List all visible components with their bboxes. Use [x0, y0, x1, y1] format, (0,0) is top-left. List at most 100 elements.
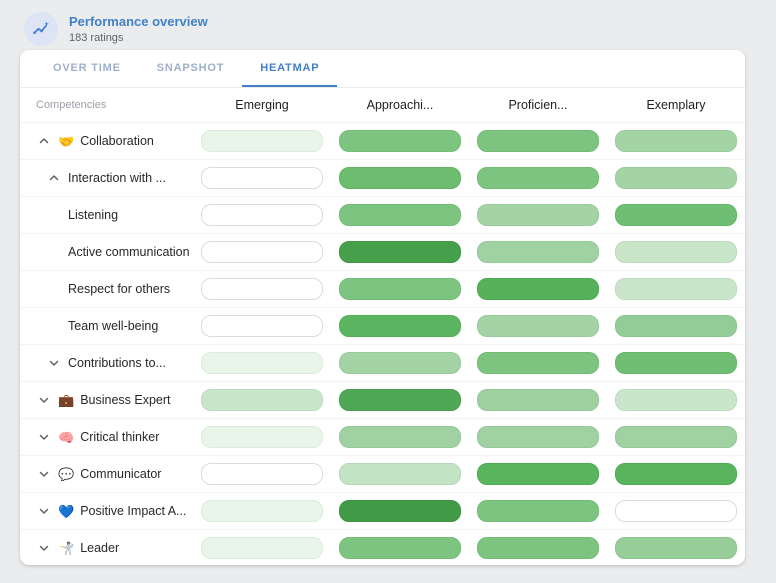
competencies-column-label: Competencies — [36, 99, 107, 111]
row-label-cell: Active communication — [20, 245, 193, 259]
heatmap-cell-wrap — [193, 241, 331, 263]
heatmap-cell[interactable] — [201, 315, 323, 337]
briefcase-emoji: 💼 — [58, 393, 75, 407]
competency-name: Interaction with ... — [68, 171, 166, 185]
heatmap-cell-wrap — [331, 500, 469, 522]
heatmap-cell[interactable] — [477, 167, 599, 189]
heatmap-cell-wrap — [607, 204, 745, 226]
heatmap-cell[interactable] — [477, 352, 599, 374]
heatmap-cell[interactable] — [201, 204, 323, 226]
chevron-down-icon[interactable] — [38, 542, 50, 554]
chevron-up-icon[interactable] — [48, 172, 60, 184]
heatmap-cell[interactable] — [477, 241, 599, 263]
heatmap-cell-wrap — [193, 463, 331, 485]
column-header-row: Competencies Emerging Approachi... Profici… — [20, 88, 745, 122]
heatmap-cell[interactable] — [615, 500, 737, 522]
heatmap-cell-wrap — [469, 389, 607, 411]
heatmap-cell-wrap — [607, 278, 745, 300]
heatmap-cell[interactable] — [201, 389, 323, 411]
heatmap-cell[interactable] — [477, 426, 599, 448]
heatmap-cell-wrap — [607, 500, 745, 522]
tabs: OVER TIME SNAPSHOT HEATMAP — [20, 50, 745, 88]
competency-name: Listening — [68, 208, 119, 222]
heatmap-cell[interactable] — [201, 463, 323, 485]
fencer-emoji: 🤺 — [58, 541, 75, 555]
heatmap-cell[interactable] — [339, 426, 461, 448]
heatmap-cell[interactable] — [339, 167, 461, 189]
heatmap-cell[interactable] — [339, 278, 461, 300]
heatmap-cell[interactable] — [615, 463, 737, 485]
heatmap-cell[interactable] — [339, 352, 461, 374]
chevron-up-icon[interactable] — [38, 135, 50, 147]
chevron-down-icon[interactable] — [38, 468, 50, 480]
page-title[interactable]: Performance overview — [69, 14, 208, 29]
heatmap-cell[interactable] — [339, 463, 461, 485]
heatmap-cell-wrap — [469, 426, 607, 448]
table-row: Listening — [20, 196, 745, 233]
table-row: Contributions to... — [20, 344, 745, 381]
row-label-cell: 🤝 Collaboration — [20, 134, 193, 148]
heatmap-cell-wrap — [607, 389, 745, 411]
heatmap-cell[interactable] — [339, 500, 461, 522]
heatmap-cell[interactable] — [477, 537, 599, 559]
heatmap-cell-wrap — [469, 278, 607, 300]
heatmap-cell[interactable] — [201, 278, 323, 300]
chevron-down-icon[interactable] — [38, 505, 50, 517]
heatmap-cell[interactable] — [201, 167, 323, 189]
heatmap-cell-wrap — [193, 389, 331, 411]
heatmap-cell[interactable] — [615, 241, 737, 263]
heatmap-cell[interactable] — [477, 204, 599, 226]
heatmap-cell-wrap — [469, 130, 607, 152]
heatmap-cell[interactable] — [339, 130, 461, 152]
heatmap-cell[interactable] — [477, 389, 599, 411]
table-row: 🤺 Leader — [20, 529, 745, 565]
heatmap-cell[interactable] — [339, 204, 461, 226]
heatmap-cell[interactable] — [339, 537, 461, 559]
heatmap-cell[interactable] — [477, 500, 599, 522]
competency-name: Critical thinker — [80, 430, 160, 444]
heatmap-cell[interactable] — [339, 389, 461, 411]
heatmap-cell-wrap — [469, 204, 607, 226]
heatmap-cell[interactable] — [201, 352, 323, 374]
heatmap-cell-wrap — [331, 537, 469, 559]
heatmap-cell[interactable] — [615, 167, 737, 189]
heatmap-cell[interactable] — [615, 278, 737, 300]
chevron-down-icon[interactable] — [48, 357, 60, 369]
heatmap-cell-wrap — [331, 389, 469, 411]
competency-name: Leader — [80, 541, 120, 555]
heatmap-cell[interactable] — [339, 315, 461, 337]
row-label-cell: Respect for others — [20, 282, 193, 296]
heatmap-cell[interactable] — [615, 537, 737, 559]
heatmap-cell[interactable] — [615, 389, 737, 411]
heatmap-cell[interactable] — [201, 426, 323, 448]
heatmap-cell[interactable] — [201, 241, 323, 263]
chevron-down-icon[interactable] — [38, 431, 50, 443]
heatmap-cell[interactable] — [477, 315, 599, 337]
tab-heatmap[interactable]: HEATMAP — [242, 50, 338, 87]
column-header: Exemplary — [646, 98, 706, 112]
heatmap-cell[interactable] — [477, 130, 599, 152]
heatmap-cell[interactable] — [615, 130, 737, 152]
heatmap-cell[interactable] — [477, 278, 599, 300]
heatmap-cell-wrap — [193, 426, 331, 448]
heatmap-cell[interactable] — [201, 500, 323, 522]
heatmap-cell[interactable] — [615, 352, 737, 374]
tab-snapshot[interactable]: SNAPSHOT — [156, 61, 225, 74]
heatmap-cell[interactable] — [615, 204, 737, 226]
competency-name: Respect for others — [68, 282, 171, 296]
competency-name: Positive Impact A... — [80, 504, 187, 518]
heatmap-cell[interactable] — [201, 537, 323, 559]
heatmap-cell[interactable] — [201, 130, 323, 152]
table-row: 💙 Positive Impact A... — [20, 492, 745, 529]
performance-avatar — [24, 12, 58, 46]
tab-over-time[interactable]: OVER TIME — [53, 61, 121, 74]
heatmap-cell[interactable] — [615, 315, 737, 337]
heatmap-cell[interactable] — [339, 241, 461, 263]
heatmap-cell[interactable] — [615, 426, 737, 448]
heatmap-cell-wrap — [331, 241, 469, 263]
heatmap-cell-wrap — [607, 352, 745, 374]
heatmap-cell-wrap — [607, 537, 745, 559]
chevron-down-icon[interactable] — [38, 394, 50, 406]
heatmap-cell-wrap — [331, 204, 469, 226]
heatmap-cell[interactable] — [477, 463, 599, 485]
